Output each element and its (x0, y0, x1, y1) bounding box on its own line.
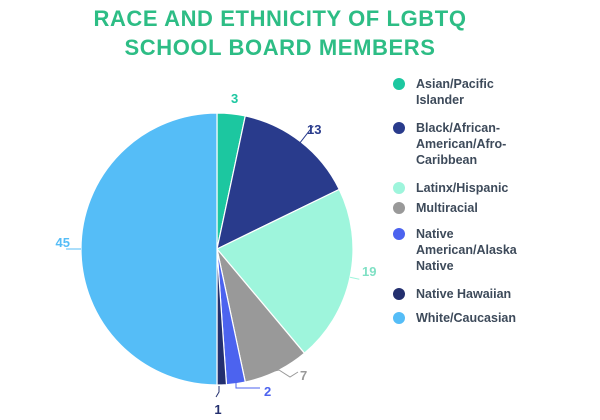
legend-label-line: Native (416, 227, 454, 241)
legend-label-line: Asian/Pacific (416, 77, 494, 91)
legend-label-line: Latinx/Hispanic (416, 181, 509, 195)
leader-line-native-american-alaska-native (235, 383, 260, 389)
legend-item-latinx-hispanic: Latinx/Hispanic (393, 180, 508, 196)
leader-line-latinx-hispanic (349, 276, 360, 280)
legend-label-line: Native Hawaiian (416, 287, 512, 301)
data-label-black-african-american-afro-caribbean: 13 (307, 122, 321, 137)
legend-label: Asian/Pacific Islander (416, 76, 494, 108)
data-label-latinx-hispanic: 19 (362, 264, 376, 279)
legend-item-white-caucasian: White/Caucasian (393, 310, 516, 326)
chart-title-line-2: SCHOOL BOARD MEMBERS (124, 35, 436, 60)
legend-item-black-african-american-afro-caribbean: Black/African- American/Afro- Caribbean (393, 120, 506, 168)
chart-title: RACE AND ETHNICITY OF LGBTQ SCHOOL BOARD… (0, 4, 560, 62)
legend-item-asian-pacific-islander: Asian/Pacific Islander (393, 76, 494, 108)
data-label-native-hawaiian: 1 (214, 402, 221, 417)
leader-line-native-hawaiian (215, 386, 220, 398)
data-label-white-caucasian: 45 (56, 235, 70, 250)
legend-swatch (393, 78, 405, 90)
legend-label: White/Caucasian (416, 310, 516, 326)
chart-title-line-1: RACE AND ETHNICITY OF LGBTQ (93, 6, 467, 31)
data-label-native-american-alaska-native: 2 (264, 384, 271, 399)
legend-label: Native Hawaiian (416, 286, 511, 302)
legend-label-line: Multiracial (416, 201, 478, 215)
legend-label-line: Caribbean (416, 153, 478, 167)
legend-swatch (393, 228, 405, 240)
legend-item-native-american-alaska-native: Native American/Alaska Native (393, 226, 517, 274)
legend-item-multiracial: Multiracial (393, 200, 478, 216)
legend-label-line: Native (416, 259, 454, 273)
legend-label: Native American/Alaska Native (416, 226, 517, 274)
pie-slice-white-caucasian (80, 112, 218, 386)
legend-item-native-hawaiian: Native Hawaiian (393, 286, 511, 302)
leader-line-multiracial (264, 369, 299, 378)
pie-slice-latinx-hispanic (216, 188, 354, 355)
data-label-multiracial: 7 (300, 368, 307, 383)
leader-line-black-african-american-afro-caribbean (297, 125, 314, 146)
legend-label-line: American/Alaska (416, 243, 517, 257)
legend-swatch (393, 312, 405, 324)
legend-label: Latinx/Hispanic (416, 180, 508, 196)
legend-swatch (393, 122, 405, 134)
legend-swatch (393, 182, 405, 194)
legend-swatch (393, 202, 405, 214)
legend-label-line: Islander (416, 93, 464, 107)
legend-label-line: Black/African- (416, 121, 501, 135)
legend-swatch (393, 288, 405, 300)
legend-label: Black/African- American/Afro- Caribbean (416, 120, 506, 168)
data-label-asian-pacific-islander: 3 (231, 91, 238, 106)
legend-label-line: American/Afro- (416, 137, 507, 151)
legend-label-line: White/Caucasian (416, 311, 517, 325)
legend-label: Multiracial (416, 200, 478, 216)
